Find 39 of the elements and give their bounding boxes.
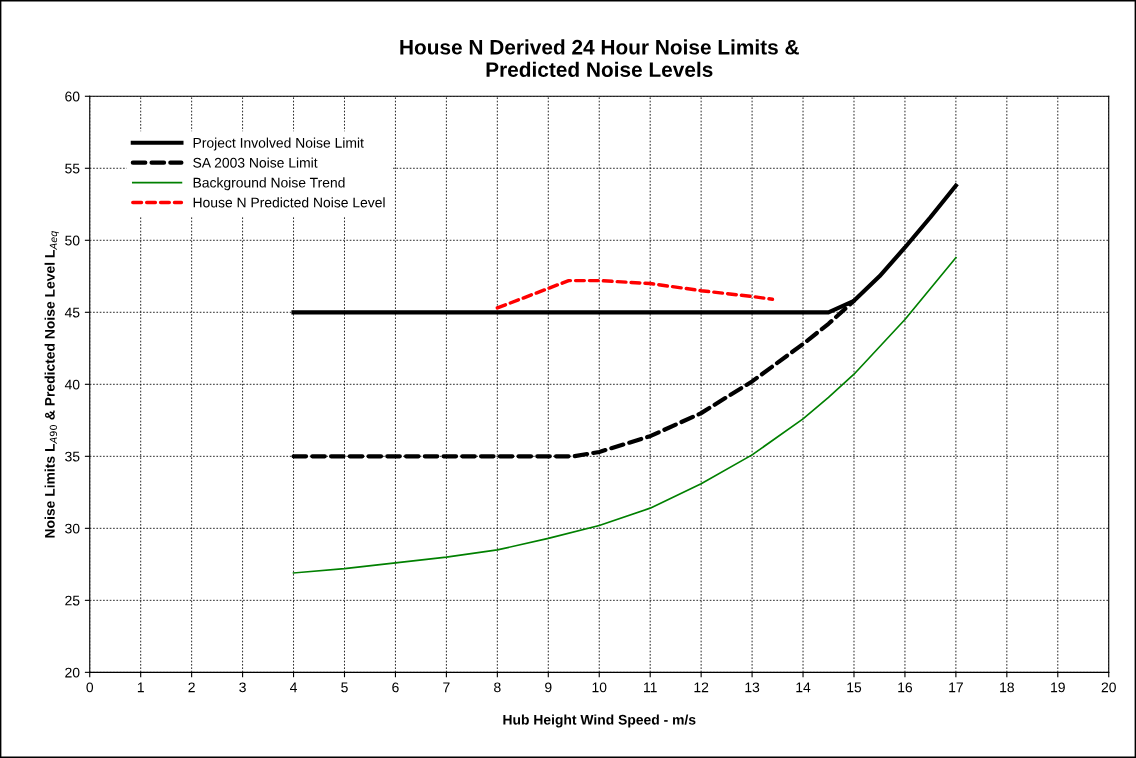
- x-tick-label: 11: [644, 682, 657, 693]
- x-tick-label: 8: [494, 682, 501, 693]
- x-tick-label: 20: [1101, 682, 1116, 693]
- x-tick-label: 9: [545, 682, 552, 693]
- y-tick-label: 40: [64, 379, 80, 390]
- x-tick-label: 17: [949, 682, 963, 693]
- x-tick-label: 13: [745, 682, 760, 693]
- y-tick-label: 55: [65, 163, 80, 174]
- x-tick-label: 14: [796, 682, 811, 693]
- x-tick-label: 6: [392, 682, 399, 693]
- legend-label: SA 2003 Noise Limit: [193, 157, 318, 168]
- x-tick-label: 7: [443, 682, 450, 693]
- x-tick-label: 4: [290, 682, 297, 693]
- chart-title: House N Derived 24 Hour Noise Limits & Predicted Noise Levels: [400, 39, 799, 78]
- x-tick-label: 15: [847, 682, 862, 693]
- legend-label: Project Involved Noise Limit: [193, 137, 364, 151]
- x-tick-label: 1: [137, 682, 144, 693]
- line-series: [495, 278, 775, 310]
- y-tick-label: 50: [65, 235, 80, 246]
- x-tick-label: 16: [898, 682, 913, 693]
- y-axis-title: Noise Limits L$_{A90}$ & Predicted Noise Level L$_{Aeq}$: [44, 231, 59, 538]
- x-tick-label: 10: [592, 682, 607, 693]
- x-tick-label: 3: [239, 682, 246, 693]
- line-series: [292, 256, 957, 574]
- y-tick-label: 20: [65, 667, 80, 678]
- x-tick-label: 18: [1000, 682, 1014, 693]
- y-tick-label: 60: [65, 91, 80, 102]
- x-tick-label: 19: [1051, 682, 1065, 693]
- legend-label: House N Predicted Noise Level: [193, 197, 385, 208]
- x-tick-label: 0: [86, 682, 94, 693]
- legend-label: Background Noise Trend: [193, 177, 345, 191]
- y-tick-label: 30: [65, 523, 80, 534]
- x-tick-label: 2: [188, 682, 195, 693]
- x-axis-title: Hub Height Wind Speed - m/s: [503, 714, 696, 728]
- y-tick-label: 25: [65, 595, 80, 606]
- y-tick-label: 35: [65, 451, 80, 462]
- x-tick-label: 12: [694, 682, 709, 693]
- y-tick-label: 45: [64, 307, 80, 318]
- x-tick-label: 5: [341, 682, 348, 693]
